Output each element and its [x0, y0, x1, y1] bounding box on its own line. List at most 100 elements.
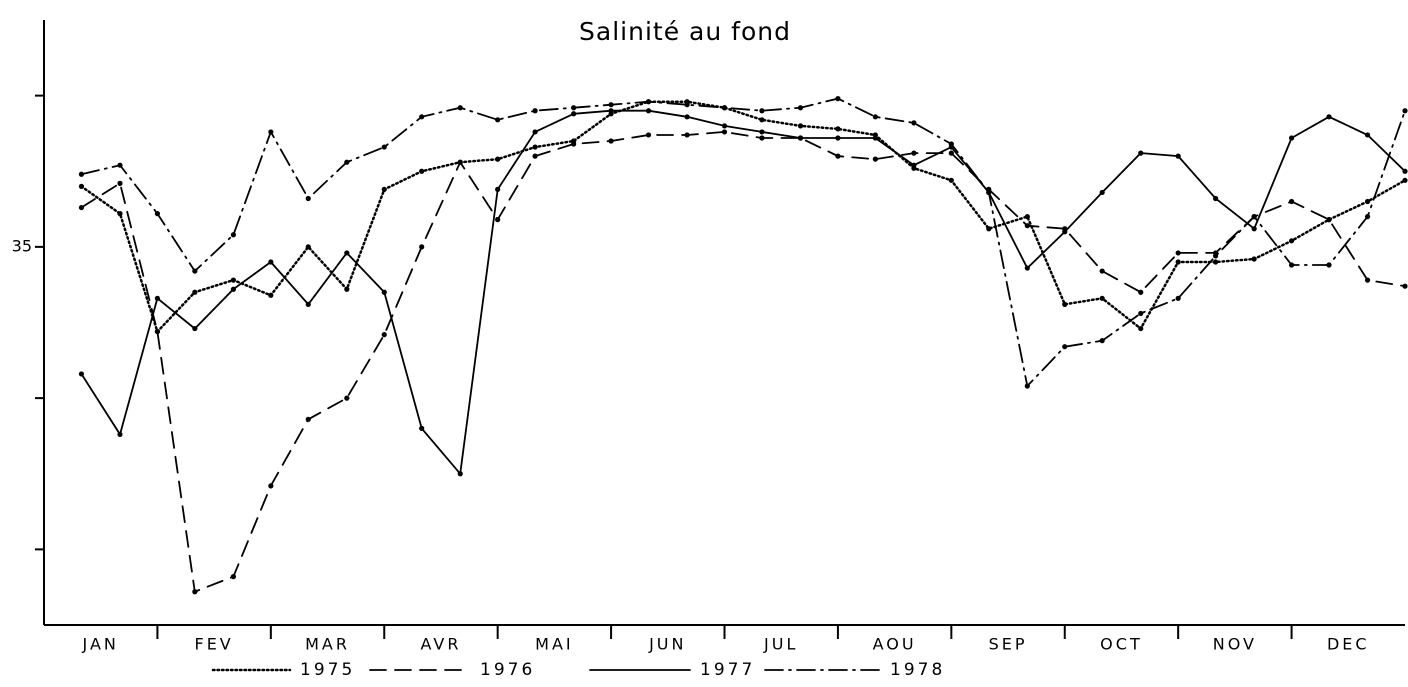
data-point [344, 250, 350, 256]
legend-label: 1976 [480, 660, 535, 680]
data-point [230, 574, 237, 580]
chart-title: Salinité au fond [579, 17, 791, 46]
data-point [684, 114, 690, 120]
x-tick-label: AVR [420, 635, 461, 654]
data-point [835, 126, 841, 132]
data-point [1024, 223, 1030, 229]
data-point [154, 295, 161, 301]
data-point [305, 301, 311, 307]
data-point [1175, 259, 1181, 265]
data-point [1288, 135, 1295, 141]
data-point [1402, 177, 1408, 183]
data-point [78, 371, 85, 377]
data-point [344, 395, 350, 401]
data-point [1326, 262, 1332, 268]
x-tick-label: SEP [989, 635, 1028, 654]
legend-label: 1977 [700, 660, 755, 680]
data-point [721, 105, 728, 111]
data-point [1099, 268, 1105, 274]
data-point [1175, 295, 1181, 301]
data-point [532, 144, 538, 150]
data-point [1402, 283, 1408, 289]
x-tick-label: MAI [535, 635, 573, 654]
x-tick-label: DEC [1327, 635, 1370, 654]
data-point [495, 156, 501, 162]
data-point [305, 195, 311, 202]
data-point [344, 159, 350, 165]
data-point [1402, 168, 1408, 174]
data-point [381, 332, 387, 338]
data-point [797, 123, 804, 129]
data-point [1024, 214, 1030, 220]
data-point [268, 483, 274, 489]
data-point [1099, 295, 1105, 301]
data-point [495, 117, 501, 123]
data-point [1099, 189, 1105, 196]
data-point [872, 114, 878, 120]
data-point [532, 108, 538, 114]
data-point [986, 189, 992, 196]
data-point [495, 186, 501, 192]
data-point [192, 325, 198, 332]
data-point [797, 105, 804, 111]
data-point [1402, 108, 1408, 114]
x-tick-label: AOU [873, 635, 917, 654]
data-point [117, 431, 123, 438]
data-point [948, 150, 954, 156]
data-point [1062, 229, 1068, 235]
data-point [571, 111, 577, 117]
data-point [1099, 338, 1105, 344]
data-point [911, 150, 917, 156]
data-point [1024, 265, 1030, 271]
data-point [1175, 153, 1181, 159]
data-point [419, 114, 425, 120]
data-point [759, 117, 765, 123]
data-point [117, 162, 123, 168]
data-point [797, 135, 804, 141]
data-point [645, 99, 652, 105]
data-point [1138, 289, 1144, 295]
data-point [532, 129, 538, 135]
data-point [78, 183, 85, 189]
data-point [645, 108, 652, 114]
data-point [268, 129, 274, 135]
data-point [1288, 238, 1295, 244]
data-point [1024, 383, 1030, 389]
data-point [1062, 301, 1068, 307]
data-point [1364, 132, 1371, 138]
data-point [268, 259, 274, 265]
data-point [1251, 226, 1257, 232]
data-point [1251, 214, 1257, 220]
x-tick-label: MAR [305, 635, 350, 654]
data-point [230, 232, 237, 238]
series-line [80, 100, 1407, 334]
data-point [1138, 325, 1144, 332]
data-point [117, 180, 123, 186]
data-point [192, 289, 198, 295]
y-tick-label: 35 [12, 236, 32, 255]
data-point [1288, 262, 1295, 268]
data-point [1175, 250, 1181, 256]
data-point [1212, 253, 1219, 259]
data-point [759, 135, 765, 141]
x-tick-label: JAN [82, 635, 119, 654]
data-point [608, 138, 614, 144]
data-point [381, 144, 387, 150]
data-point [457, 105, 463, 111]
data-point [1364, 214, 1371, 220]
x-tick-label: NOV [1213, 635, 1257, 654]
data-point [305, 416, 311, 422]
data-point [684, 132, 690, 138]
data-point [381, 289, 387, 295]
data-point [117, 211, 123, 217]
data-point [872, 156, 878, 162]
data-point [78, 171, 85, 177]
data-point [230, 286, 237, 292]
data-point [192, 268, 198, 274]
data-point [305, 244, 311, 250]
data-point [1288, 198, 1295, 205]
data-point [192, 589, 198, 595]
data-point [872, 135, 878, 141]
